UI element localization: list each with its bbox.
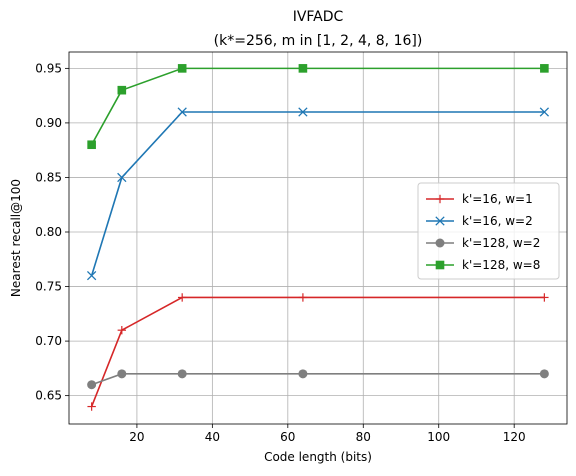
data-point — [117, 369, 127, 379]
data-point — [298, 64, 308, 73]
series-1 — [86, 107, 550, 281]
x-tick-label: 80 — [356, 430, 371, 444]
data-point — [540, 64, 549, 73]
series-line — [91, 373, 545, 386]
chart-subtitle: (k*=256, m in [1, 2, 4, 8, 16]) — [214, 33, 423, 49]
series-2 — [87, 369, 549, 390]
y-tick-label: 0.95 — [35, 61, 62, 75]
series-line — [90, 296, 545, 407]
y-tick-label: 0.80 — [35, 225, 62, 239]
data-point — [177, 64, 187, 73]
y-tick-label: 0.75 — [35, 280, 62, 294]
legend-label: k'=16, w=1 — [462, 192, 533, 206]
data-point — [87, 380, 97, 390]
x-axis-label: Code length (bits) — [264, 450, 372, 464]
data-point — [298, 107, 308, 117]
axis-ticks: 20 40 60 80 100 120 0.65 0.70 0.75 0.80 0.85 0.90 0.… — [35, 61, 525, 444]
legend-marker — [435, 238, 445, 248]
legend-marker — [435, 216, 445, 226]
legend-box — [417, 182, 560, 280]
x-tick-label: 100 — [427, 430, 450, 444]
y-tick-label: 0.85 — [35, 170, 62, 184]
data-point — [177, 369, 187, 379]
x-tick-label: 20 — [129, 430, 144, 444]
y-axis-label: Nearest recall@100 — [9, 179, 23, 297]
plot-frame — [68, 51, 568, 425]
legend-item: k'=16, w=1 — [426, 192, 533, 206]
x-tick-label: 40 — [205, 430, 220, 444]
data-point — [539, 369, 549, 379]
data-point — [117, 85, 127, 95]
legend-item: k'=16, w=2 — [426, 214, 533, 228]
legend: k'=16, w=1 k'=16, w=2 k'=128, w=2 k'=128, w… — [417, 182, 560, 280]
data-point — [539, 107, 550, 117]
series-line — [90, 67, 545, 146]
series-3 — [87, 64, 549, 150]
data-point — [87, 402, 96, 411]
legend-marker — [435, 260, 445, 270]
y-tick-label: 0.65 — [35, 389, 62, 403]
data-point — [86, 270, 97, 281]
chart-title: IVFADC — [293, 9, 344, 25]
series-layer — [86, 64, 550, 411]
x-tick-label: 120 — [503, 430, 526, 444]
series-0 — [87, 293, 549, 411]
data-point — [117, 172, 127, 183]
y-tick-label: 0.70 — [35, 334, 62, 348]
data-point — [177, 293, 187, 302]
data-point — [540, 293, 549, 302]
x-tick-label: 60 — [280, 430, 295, 444]
legend-item: k'=128, w=2 — [426, 236, 540, 250]
legend-marker — [435, 194, 445, 204]
y-tick-label: 0.90 — [35, 116, 62, 130]
data-point — [298, 293, 308, 302]
legend-label: k'=128, w=8 — [462, 258, 540, 272]
data-point — [117, 325, 127, 335]
data-point — [177, 107, 187, 117]
legend-label: k'=16, w=2 — [462, 214, 533, 228]
data-point — [87, 140, 96, 150]
legend-label: k'=128, w=2 — [462, 236, 540, 250]
data-point — [298, 369, 308, 379]
legend-item: k'=128, w=8 — [426, 258, 540, 272]
